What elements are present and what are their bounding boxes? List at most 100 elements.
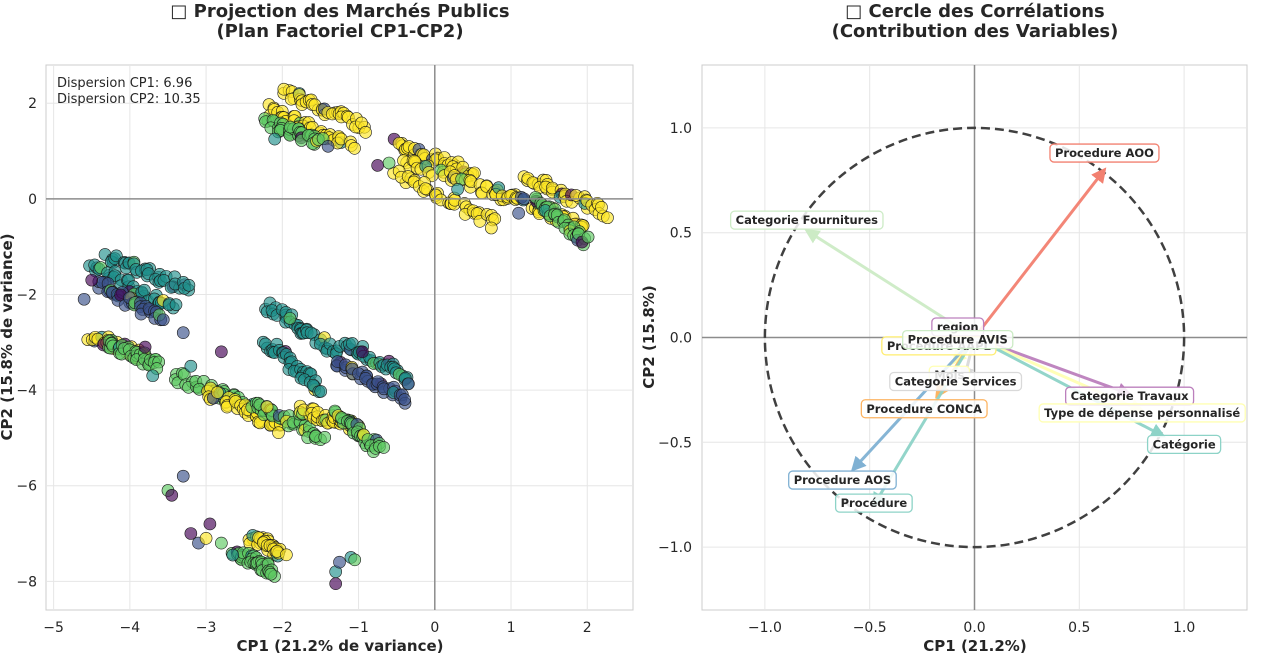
circle-y-tick-label: −0.5: [658, 435, 692, 451]
scatter-point: [280, 548, 293, 562]
variable-label: Categorie Travaux: [1065, 386, 1195, 406]
scatter-y-tick-label: −4: [16, 383, 37, 399]
variable-label-box: [1038, 403, 1246, 423]
circle-y-tick-label: 1.0: [670, 121, 692, 137]
variable-label-box: [1049, 143, 1160, 163]
scatter-point: [272, 426, 285, 439]
scatter-x-tick-label: −5: [43, 620, 64, 636]
correlation-circle-panel: □ Cercle des Corrélations (Contribution …: [640, 1, 1248, 655]
scatter-point: [184, 359, 198, 373]
scatter-point: [601, 211, 614, 225]
scatter-point: [85, 273, 99, 287]
scatter-point: [260, 400, 274, 414]
dispersion-cp2-annotation: Dispersion CP2: 10.35: [57, 92, 201, 107]
scatter-point: [211, 386, 224, 399]
scatter-point: [318, 430, 332, 444]
scatter-point: [321, 139, 335, 153]
scatter-point: [77, 292, 91, 306]
scatter-point: [165, 488, 179, 502]
circle-title-line1: □ Cercle des Corrélations: [845, 1, 1104, 22]
circle-x-ticks: −1.0 −0.5 0.0 0.5 1.0: [748, 620, 1195, 636]
scatter-point: [169, 298, 183, 311]
scatter-point: [203, 517, 217, 531]
scatter-point: [184, 527, 198, 540]
variable-label: Categorie Fournitures: [729, 210, 884, 230]
scatter-point: [348, 553, 362, 567]
scatter-point: [215, 536, 228, 550]
circle-title-line2: (Contribution des Variables): [832, 21, 1119, 42]
scatter-point: [356, 345, 369, 359]
circle-y-tick-label: 0.0: [670, 331, 692, 347]
scatter-point: [264, 567, 278, 581]
scatter-x-axis-label: CP1 (21.2% de variance): [236, 637, 443, 655]
scatter-point: [329, 577, 342, 591]
scatter-y-tick-label: −6: [16, 479, 37, 495]
scatter-plot-area: [45, 64, 634, 611]
scatter-title-line2: (Plan Factoriel CP1-CP2): [216, 21, 463, 42]
scatter-point: [215, 345, 228, 359]
scatter-x-tick-label: 0: [430, 620, 439, 636]
circle-y-axis-label: CP2 (15.8%): [640, 285, 658, 388]
scatter-point: [268, 132, 282, 146]
variable-label: Procedure AVIS: [902, 329, 1014, 350]
variable-label-text: Categorie Travaux: [1071, 389, 1190, 403]
circle-x-tick-label: −0.5: [853, 620, 887, 636]
variable-label-text: Type de dépense personnalisé: [1044, 406, 1240, 420]
variable-label-box: [1146, 434, 1222, 455]
scatter-x-ticks: −5 −4 −3 −2 −1 0 1 2: [43, 620, 591, 636]
scatter-point: [451, 182, 464, 196]
variable-label-text: Procedure AOS: [794, 473, 891, 487]
variable-label: Procedure AOO: [1049, 143, 1160, 163]
variable-label: Procedure AOS: [788, 470, 897, 490]
scatter-point: [485, 221, 498, 235]
scatter-point: [398, 393, 411, 406]
variable-label-text: Categorie Fournitures: [736, 213, 878, 227]
scatter-y-tick-label: 2: [28, 96, 37, 112]
scatter-point: [182, 278, 196, 292]
scatter-point: [595, 201, 608, 214]
circle-x-tick-label: −1.0: [748, 620, 782, 636]
variable-label-text: Catégorie: [1153, 437, 1216, 451]
scatter-point: [314, 385, 328, 398]
scatter-point: [199, 531, 213, 545]
scatter-x-tick-label: 2: [583, 620, 592, 636]
variable-label-text: Procédure: [841, 496, 908, 510]
variable-label: Catégorie: [1146, 434, 1222, 455]
scatter-point: [419, 182, 432, 195]
scatter-title-line1: □ Projection des Marchés Publics: [170, 1, 509, 22]
scatter-point: [138, 283, 151, 297]
scatter-point: [359, 126, 372, 139]
scatter-point: [382, 156, 396, 170]
variable-label-box: [902, 329, 1014, 350]
variable-label: Procédure: [834, 493, 913, 513]
variable-label-box: [860, 399, 988, 419]
scatter-x-tick-label: −4: [120, 620, 141, 636]
scatter-x-tick-label: −2: [272, 620, 293, 636]
scatter-point: [581, 230, 595, 244]
scatter-point: [156, 313, 170, 327]
scatter-x-tick-label: −3: [196, 620, 217, 636]
scatter-point: [348, 141, 361, 155]
variable-label: Type de dépense personnalisé: [1038, 403, 1246, 423]
scatter-y-axis-label: CP2 (15.8% de variance): [0, 233, 16, 440]
scatter-y-tick-label: 0: [28, 192, 37, 208]
circle-x-tick-label: 0.5: [1068, 620, 1090, 636]
variable-label-box: [729, 210, 884, 230]
variable-label-text: Procedure AOO: [1055, 146, 1154, 160]
variable-label-box: [788, 470, 897, 490]
scatter-y-tick-label: −8: [16, 574, 37, 590]
scatter-points: [77, 82, 614, 591]
variable-arrow: [973, 167, 1107, 339]
circle-x-tick-label: 1.0: [1173, 620, 1195, 636]
circle-y-tick-label: −1.0: [658, 540, 692, 556]
scatter-x-tick-label: −1: [348, 620, 369, 636]
circle-x-tick-label: 0.0: [963, 620, 985, 636]
unit-circle: [763, 126, 1186, 549]
scatter-y-tick-label: −2: [16, 287, 37, 303]
variable-label-box: [834, 493, 913, 513]
scatter-point: [226, 548, 240, 562]
variable-label-text: Procedure AVIS: [908, 333, 1008, 347]
scatter-point: [371, 159, 384, 172]
